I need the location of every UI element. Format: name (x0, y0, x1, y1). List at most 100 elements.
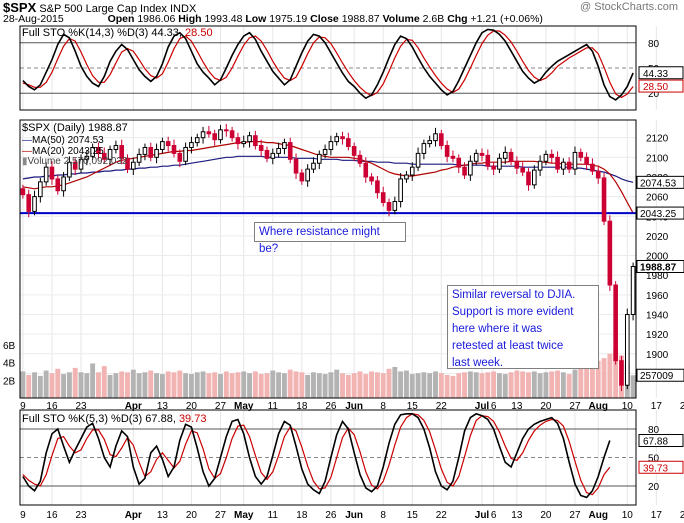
exchange: INDX (170, 3, 197, 15)
x-tick-label: Jul (475, 510, 490, 521)
candle-body (497, 157, 502, 170)
volume-bar (363, 374, 369, 398)
candle-body (32, 196, 37, 212)
candle-body (264, 149, 270, 159)
candle-body (526, 171, 531, 186)
candle-body (555, 156, 560, 170)
volume-bar (252, 371, 258, 398)
candle-body (165, 141, 171, 147)
volume-bar (293, 371, 299, 398)
candle-body (26, 194, 32, 212)
candle-body (189, 142, 194, 149)
volume-bar (340, 373, 345, 398)
sto-top-badge-box (638, 66, 684, 80)
support-line: retested at least twice (452, 340, 564, 352)
price-badge-box (636, 206, 684, 220)
volume-bar (316, 373, 322, 398)
candle-body (462, 166, 467, 176)
candle-body (508, 151, 514, 162)
candle-body (346, 138, 351, 148)
x-tick-label: 9 (20, 510, 26, 521)
volume-bar (549, 371, 555, 398)
ma50-legend: —MA(50) 2074.53 (22, 135, 104, 146)
candle-body (224, 129, 229, 132)
x-tick-label: 16 (46, 401, 58, 412)
header-quote-line: 28-Aug-2015 Open 1986.06 High 1993.48 Lo… (3, 13, 543, 25)
volume-bar (287, 369, 293, 398)
volume-bar (32, 372, 37, 398)
sto-top-pctk-line (22, 28, 634, 101)
grid-layer (20, 26, 657, 505)
candle-body (584, 156, 589, 165)
x-tick-label: May (234, 510, 254, 521)
support-line: last week. (452, 357, 504, 369)
candle-body (404, 174, 409, 180)
candle-body (107, 148, 113, 160)
candle-body (375, 180, 380, 194)
volume-bar (276, 372, 282, 398)
candle-body (125, 157, 130, 170)
x-tick-label: 6 (491, 510, 497, 521)
candle-body (549, 153, 555, 158)
x-tick-label: 11 (268, 401, 279, 412)
candle-body (235, 137, 241, 145)
volume-bar (264, 373, 270, 398)
x-tick-label: 20 (186, 401, 198, 412)
x-tick-label: 20 (540, 401, 552, 412)
x-tick-label: 9 (20, 401, 26, 412)
candle-body (287, 142, 293, 160)
stochastic-bottom-lines (22, 412, 611, 499)
x-tick-label: 27 (569, 510, 581, 521)
volume-bar (61, 374, 67, 398)
volume-legend-label: Volume 2,570,092,032 (27, 156, 128, 167)
volume-bar (165, 371, 171, 398)
volume-bar (450, 375, 456, 398)
sto-bottom-tick-label: 20 (648, 482, 660, 493)
support-line: here where it was (452, 323, 543, 335)
volume-bars (20, 349, 636, 398)
price-frame (19, 119, 637, 399)
x-tick-label: 24 (680, 510, 684, 521)
x-tick-label: Apr (125, 510, 142, 521)
volume-bar (188, 374, 194, 398)
price-tick-label: 2020 (646, 232, 669, 243)
open-value: 1986.06 (137, 13, 176, 25)
volume-bar (584, 367, 590, 398)
price-title: $SPX (Daily) (22, 122, 85, 134)
volume-bar (96, 372, 101, 398)
sto-bottom-tick-label: 80 (648, 425, 660, 436)
volume-bar (421, 372, 427, 398)
candle-body (595, 170, 601, 179)
volume-bar (392, 367, 398, 398)
volume-bar (572, 369, 578, 398)
volume-bar (311, 372, 316, 398)
volume-bar (148, 370, 154, 398)
candle-body (328, 141, 334, 150)
volume-bar (206, 373, 212, 398)
volume-bar (485, 372, 491, 398)
sto-bottom-pctk-line (22, 412, 611, 499)
volume-tick-label: 2B (3, 376, 16, 387)
x-tick-label: 10 (622, 510, 634, 521)
candle-body (194, 137, 200, 144)
candle-body (72, 161, 78, 170)
volume-bar (78, 372, 84, 398)
ma20-legend: —MA(20) 2043.25 (22, 146, 104, 157)
volume-bar (409, 374, 415, 398)
volume-bar (136, 373, 142, 398)
volume-bar (84, 373, 90, 398)
candle-body (229, 130, 235, 139)
candle-body (433, 133, 438, 142)
volume-bar (537, 373, 543, 398)
x-tick-label: Jul (475, 401, 490, 412)
volume-bar (456, 373, 462, 398)
candle-body (55, 178, 61, 192)
volume-bar (508, 372, 514, 398)
price-tick-label: 1960 (646, 291, 669, 302)
volume-legend: ▮Volume 2,570,092,032 (22, 156, 128, 167)
candle-body (96, 147, 101, 154)
volume-bar (125, 372, 130, 398)
candle-body (200, 131, 206, 139)
volume-bar (386, 368, 392, 398)
